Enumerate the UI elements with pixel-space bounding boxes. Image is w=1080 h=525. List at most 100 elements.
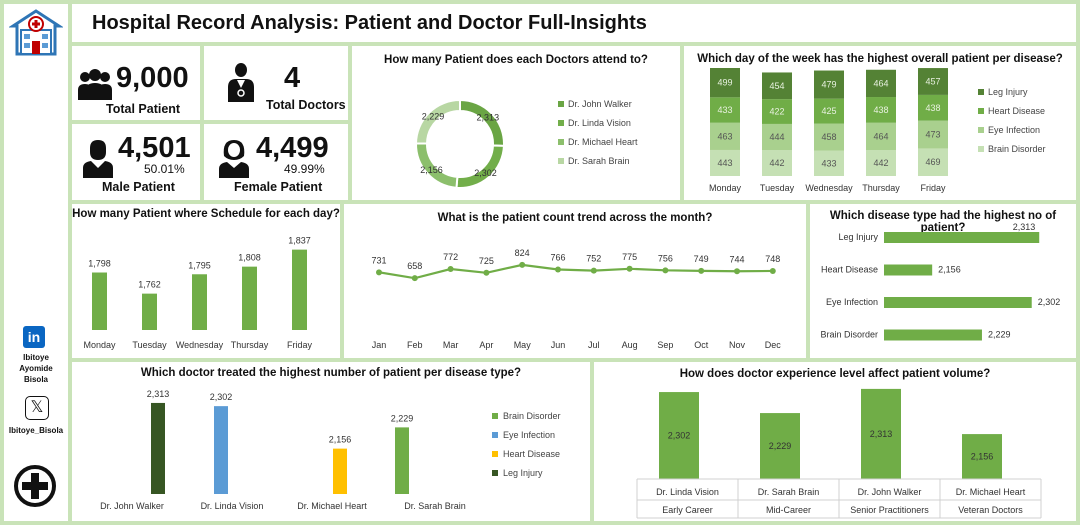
monthly-point-5 bbox=[555, 266, 561, 273]
monthly-tick-10: Nov bbox=[729, 340, 746, 350]
disease-label-3: 2,229 bbox=[988, 330, 1011, 340]
weekday-tick-1: Tuesday bbox=[760, 183, 795, 193]
monthly-tick-11: Dec bbox=[765, 340, 782, 350]
disease-bar-1 bbox=[884, 264, 933, 276]
weekday-bar-0-3 bbox=[710, 68, 740, 98]
monthly-label-6: 752 bbox=[586, 254, 601, 264]
weekday-label-3-0: 442 bbox=[873, 158, 888, 168]
disease-hbar-chart: Leg Injury 2,313 Heart Disease 2,156 Eye Inf… bbox=[820, 222, 1061, 341]
exp-tick-3: Dr. Michael Heart bbox=[956, 487, 1026, 497]
linkedin-icon[interactable]: in bbox=[23, 326, 45, 348]
monthly-tick-3: Apr bbox=[479, 340, 493, 350]
exp-label-0: 2,302 bbox=[668, 431, 691, 441]
weekday-legend-label-1: Eye Infection bbox=[988, 125, 1040, 135]
schedule-tick-1: Tuesday bbox=[132, 340, 167, 350]
schedule-bar-2 bbox=[192, 274, 207, 330]
weekday-label-4-3: 457 bbox=[925, 76, 940, 86]
schedule-bar-1 bbox=[142, 293, 157, 330]
disease-label-2: 2,302 bbox=[1038, 297, 1061, 307]
exp-bar-0 bbox=[659, 392, 699, 479]
monthly-tick-1: Feb bbox=[407, 340, 423, 350]
docdis-label-2: 2,156 bbox=[329, 435, 352, 445]
disease-tick-2: Eye Infection bbox=[826, 297, 878, 307]
weekday-label-2-1: 458 bbox=[821, 132, 836, 142]
weekday-label-0-2: 433 bbox=[717, 105, 732, 115]
weekday-bar-2-0 bbox=[814, 150, 844, 176]
kpi-male-patient: 4,501 50.01% Male Patient bbox=[72, 124, 200, 200]
weekday-bar-2-3 bbox=[814, 70, 844, 99]
exp-label-1: 2,229 bbox=[769, 441, 792, 451]
monthly-tick-5: Jun bbox=[551, 340, 566, 350]
monthly-line-chart: 731 Jan 658 Feb 772 Mar 725 Apr 824 May 766 Jun 752 J… bbox=[371, 248, 782, 350]
donut-legend-swatch-2 bbox=[558, 139, 564, 145]
monthly-title: What is the patient count trend across t… bbox=[437, 212, 713, 224]
panel-schedule: How many Patient where Schedule for each… bbox=[72, 204, 340, 358]
x-twitter-icon[interactable]: 𝕏 bbox=[25, 396, 49, 420]
monthly-label-2: 772 bbox=[443, 252, 458, 262]
monthly-tick-8: Sep bbox=[657, 340, 673, 350]
weekday-tick-2: Wednesday bbox=[805, 183, 853, 193]
weekday-label-1-2: 422 bbox=[769, 107, 784, 117]
donut-label-0: 2,313 bbox=[477, 112, 500, 122]
schedule-label-1: 1,762 bbox=[138, 280, 161, 290]
weekday-label-1-0: 442 bbox=[769, 158, 784, 168]
schedule-tick-2: Wednesday bbox=[176, 340, 224, 350]
disease-label-1: 2,156 bbox=[938, 265, 961, 275]
docdis-bar-2 bbox=[333, 448, 347, 494]
monthly-point-2 bbox=[447, 266, 454, 273]
exp-bar-3 bbox=[962, 434, 1002, 479]
weekday-label-2-0: 433 bbox=[821, 158, 836, 168]
weekday-tick-3: Thursday bbox=[862, 183, 900, 193]
schedule-tick-3: Thursday bbox=[231, 340, 269, 350]
exp-group-1: Mid-Career bbox=[766, 505, 811, 515]
monthly-point-8 bbox=[662, 267, 669, 274]
exp-label-2: 2,313 bbox=[870, 429, 893, 439]
weekday-bar-2-2 bbox=[814, 98, 844, 124]
weekday-bar-0-1 bbox=[710, 122, 740, 150]
monthly-label-1: 658 bbox=[407, 261, 422, 271]
docdis-bar-3 bbox=[395, 427, 409, 494]
weekday-bar-4-3 bbox=[918, 68, 948, 95]
sidebar: in Ibitoye Ayomide Bisola 𝕏 Ibitoye_Biso… bbox=[4, 4, 68, 521]
donut-legend-label-1: Dr. Linda Vision bbox=[568, 118, 631, 128]
donut-slice-0 bbox=[459, 98, 505, 147]
monthly-point-11 bbox=[769, 267, 776, 274]
weekday-bar-2-1 bbox=[814, 123, 844, 151]
weekday-label-3-2: 438 bbox=[873, 105, 888, 115]
monthly-label-5: 766 bbox=[550, 253, 565, 263]
weekday-bar-1-0 bbox=[762, 150, 792, 176]
schedule-tick-4: Friday bbox=[287, 340, 313, 350]
monthly-point-3 bbox=[483, 269, 490, 276]
weekday-bar-0-0 bbox=[710, 149, 740, 176]
weekday-legend-swatch-1 bbox=[978, 127, 984, 133]
monthly-tick-9: Oct bbox=[694, 340, 709, 350]
title-bar: Hospital Record Analysis: Patient and Do… bbox=[72, 4, 1076, 42]
weekday-label-2-2: 425 bbox=[821, 106, 836, 116]
exp-label-3: 2,156 bbox=[971, 452, 994, 462]
docdis-label-0: 2,313 bbox=[147, 389, 170, 399]
schedule-bar-0 bbox=[92, 272, 107, 330]
author-handle: Ibitoye_Bisola bbox=[8, 426, 64, 435]
docdis-legend-swatch-0 bbox=[492, 413, 498, 419]
weekday-bar-4-2 bbox=[918, 94, 948, 121]
monthly-label-10: 744 bbox=[729, 254, 744, 264]
monthly-tick-0: Jan bbox=[372, 340, 387, 350]
docdis-legend-swatch-3 bbox=[492, 470, 498, 476]
monthly-tick-2: Mar bbox=[443, 340, 459, 350]
donut-legend-label-3: Dr. Sarah Brain bbox=[568, 156, 630, 166]
monthly-point-7 bbox=[626, 265, 633, 272]
weekday-label-4-0: 469 bbox=[925, 157, 940, 167]
male-patient-pct: 50.01% bbox=[144, 162, 185, 176]
docdis-tick-3: Dr. Sarah Brain bbox=[404, 501, 466, 511]
donut-slice-3 bbox=[414, 98, 461, 145]
donut-legend-label-0: Dr. John Walker bbox=[568, 99, 632, 109]
weekday-tick-0: Monday bbox=[709, 183, 742, 193]
donut-legend-swatch-1 bbox=[558, 120, 564, 126]
weekday-label-3-1: 464 bbox=[873, 131, 888, 141]
total-doctors-value: 4 bbox=[284, 62, 301, 94]
panel-weekday-disease: Which day of the week has the highest ov… bbox=[684, 46, 1076, 200]
weekday-bar-3-1 bbox=[866, 122, 896, 151]
schedule-tick-0: Monday bbox=[83, 340, 116, 350]
weekday-label-0-0: 443 bbox=[717, 158, 732, 168]
hospital-logo-icon bbox=[9, 9, 63, 56]
